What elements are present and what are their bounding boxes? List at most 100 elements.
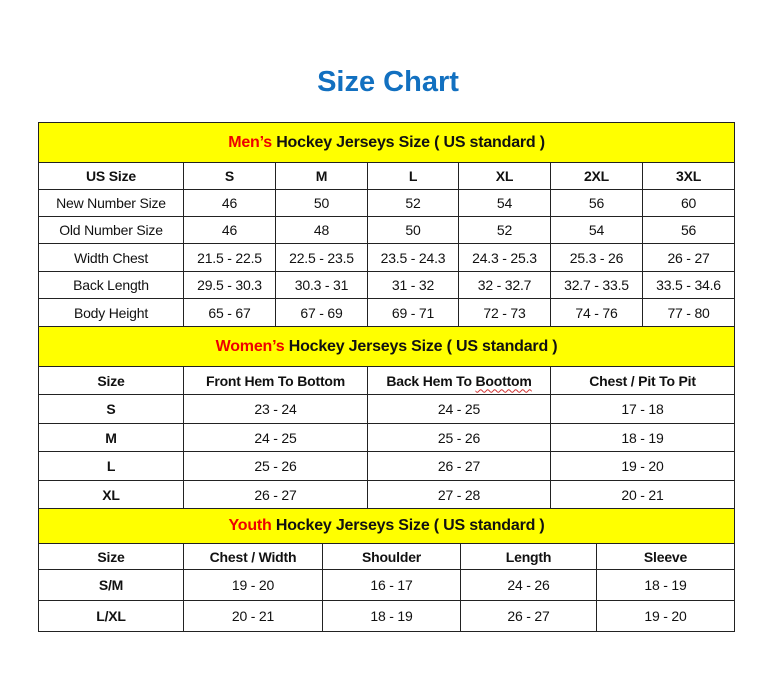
- women-section-title: Women’s Hockey Jerseys Size ( US standar…: [37, 326, 736, 367]
- header-row: Size Chest / Width Shoulder Length Sleeve: [38, 543, 736, 570]
- column-header-label: 2XL: [583, 168, 610, 184]
- table-row: Body Height 65 - 67 67 - 69 69 - 71 72 - 73 7…: [38, 298, 736, 327]
- table-cell: 16 - 17: [322, 569, 461, 601]
- column-header: Front Hem To Bottom: [183, 366, 368, 395]
- table-cell: 50: [275, 189, 368, 217]
- table-row: Width Chest 21.5 - 22.5 22.5 - 23.5 23.5 - …: [38, 243, 736, 272]
- table-cell: 24 - 25: [367, 394, 551, 424]
- youth-section-title: Youth Hockey Jerseys Size ( US standard …: [37, 508, 736, 544]
- column-header-label: Size: [97, 548, 125, 565]
- section-title-text: Hockey Jerseys Size ( US standard ): [271, 133, 545, 151]
- women-banner-row: Women’s Hockey Jerseys Size ( US standar…: [37, 326, 736, 367]
- column-header-label: XL: [495, 168, 514, 184]
- column-header-label: Chest / Pit To Pit: [589, 372, 696, 389]
- row-label: M: [38, 423, 184, 452]
- table-cell: 23 - 24: [183, 394, 368, 424]
- youth-banner-row: Youth Hockey Jerseys Size ( US standard …: [37, 508, 736, 544]
- table-cell: 52: [367, 189, 459, 217]
- table-cell: 24 - 25: [183, 423, 368, 452]
- column-header-label: S: [224, 168, 235, 184]
- column-header: M: [275, 162, 368, 190]
- table-cell: 52: [458, 216, 551, 244]
- table-row: Old Number Size 46 48 50 52 54 56: [38, 216, 736, 244]
- row-label: Old Number Size: [38, 216, 184, 244]
- column-header: XL: [458, 162, 551, 190]
- row-label: Back Length: [38, 271, 184, 299]
- section-title-accent: Youth: [228, 517, 272, 534]
- page-title: Size Chart: [317, 66, 459, 98]
- column-header: 3XL: [641, 162, 736, 190]
- table-cell: 65 - 67: [183, 298, 276, 327]
- table-cell: 69 - 71: [367, 298, 459, 327]
- row-label: Body Height: [38, 298, 184, 327]
- column-header-label: Front Hem To Bottom: [205, 372, 346, 389]
- row-label: S/M: [38, 569, 184, 601]
- column-header: Size: [38, 366, 184, 395]
- column-header: Size: [38, 543, 184, 570]
- column-header-label: L: [408, 168, 418, 184]
- section-title-text: Hockey Jerseys Size ( US standard ): [284, 337, 558, 355]
- table-cell: 27 - 28: [367, 480, 551, 509]
- row-label: L/XL: [38, 600, 184, 632]
- table-cell: 32 - 32.7: [458, 271, 551, 299]
- section-title-accent: Women’s: [215, 337, 285, 355]
- table-cell: 74 - 76: [550, 298, 643, 327]
- table-cell: 20 - 21: [549, 480, 736, 509]
- table-row: L/XL 20 - 21 18 - 19 26 - 27 19 - 20: [38, 600, 736, 632]
- table-cell: 29.5 - 30.3: [183, 271, 276, 299]
- mens-size-table: Men’s Hockey Jerseys Size ( US standard …: [37, 122, 736, 327]
- column-header-label: Sleeve: [643, 548, 688, 565]
- section-title-accent: Men’s: [228, 133, 272, 151]
- column-header: Shoulder: [322, 543, 461, 570]
- table-cell: 77 - 80: [641, 298, 736, 327]
- table-cell: 26 - 27: [367, 451, 551, 481]
- table-cell: 19 - 20: [595, 600, 736, 632]
- column-header: Length: [460, 543, 597, 570]
- column-header: Chest / Pit To Pit: [549, 366, 736, 395]
- table-cell: 54: [550, 216, 643, 244]
- table-cell: 22.5 - 23.5: [275, 243, 368, 272]
- table-cell: 25 - 26: [183, 451, 368, 481]
- column-header-label: Length: [505, 548, 552, 565]
- table-cell: 46: [183, 216, 276, 244]
- table-cell: 19 - 20: [549, 451, 736, 481]
- table-cell: 60: [641, 189, 736, 217]
- column-header-label: US Size: [86, 168, 136, 184]
- table-row: Back Length 29.5 - 30.3 30.3 - 31 31 - 32 32…: [38, 271, 736, 299]
- column-header: L: [367, 162, 459, 190]
- row-label: S: [38, 394, 184, 424]
- table-row: XL 26 - 27 27 - 28 20 - 21: [38, 480, 736, 509]
- table-cell: 31 - 32: [367, 271, 459, 299]
- table-cell: 54: [458, 189, 551, 217]
- table-cell: 24.3 - 25.3: [458, 243, 551, 272]
- table-cell: 18 - 19: [322, 600, 461, 632]
- table-cell: 23.5 - 24.3: [367, 243, 459, 272]
- column-header: Back Hem To Boottom: [367, 366, 551, 395]
- column-header-label: Back Hem To Boottom: [386, 372, 532, 389]
- table-cell: 33.5 - 34.6: [641, 271, 736, 299]
- table-cell: 25.3 - 26: [550, 243, 643, 272]
- table-cell: 19 - 20: [183, 569, 323, 601]
- table-cell: 21.5 - 22.5: [183, 243, 276, 272]
- column-header-label: Size: [97, 372, 125, 389]
- spellcheck-underline: Boottom: [475, 372, 532, 389]
- row-label: Width Chest: [38, 243, 184, 272]
- header-row: US Size S M L XL 2XL 3XL: [38, 162, 736, 190]
- table-cell: 24 - 26: [460, 569, 597, 601]
- men-banner-row: Men’s Hockey Jerseys Size ( US standard …: [37, 122, 736, 163]
- womens-size-table: Women’s Hockey Jerseys Size ( US standar…: [37, 326, 736, 509]
- men-section-title: Men’s Hockey Jerseys Size ( US standard …: [37, 122, 736, 163]
- table-row: M 24 - 25 25 - 26 18 - 19: [38, 423, 736, 452]
- column-header: S: [183, 162, 276, 190]
- header-row: Size Front Hem To Bottom Back Hem To Boott…: [38, 366, 736, 395]
- table-cell: 18 - 19: [549, 423, 736, 452]
- row-label: L: [38, 451, 184, 481]
- table-cell: 25 - 26: [367, 423, 551, 452]
- table-row: S/M 19 - 20 16 - 17 24 - 26 18 - 19: [38, 569, 736, 601]
- table-cell: 26 - 27: [460, 600, 597, 632]
- column-header: Sleeve: [595, 543, 736, 570]
- table-cell: 72 - 73: [458, 298, 551, 327]
- table-cell: 26 - 27: [183, 480, 368, 509]
- table-cell: 26 - 27: [641, 243, 736, 272]
- column-header: 2XL: [550, 162, 643, 190]
